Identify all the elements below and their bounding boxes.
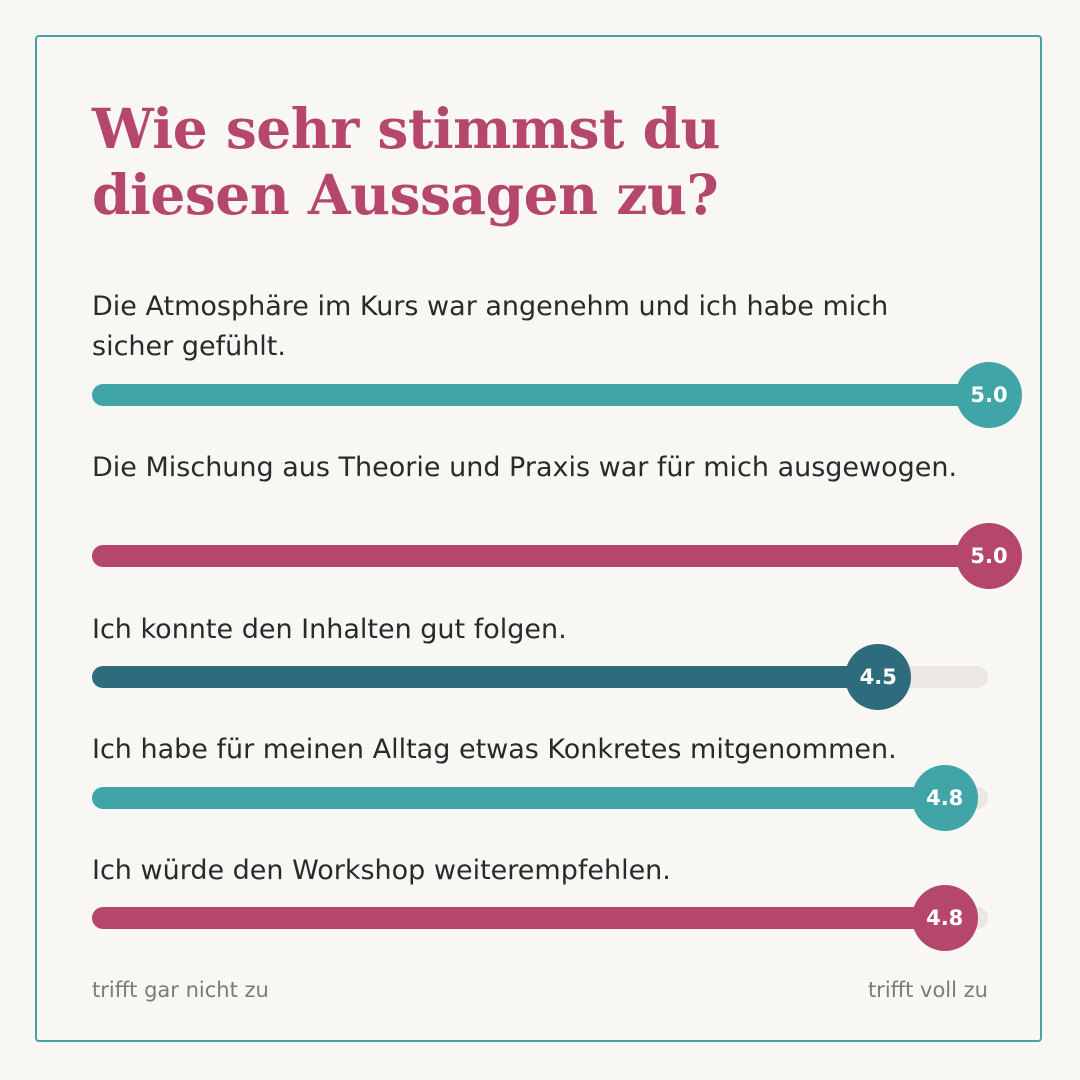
chart-title: Wie sehr stimmst du diesen Aussagen zu? [92, 96, 892, 228]
chart-title-line-2: diesen Aussagen zu? [92, 162, 719, 227]
rating-bar [92, 787, 945, 809]
statement-1: Die Atmosphäre im Kurs war angenehm und … [92, 287, 992, 367]
statement-3: Ich konnte den Inhalten gut folgen. [92, 610, 992, 650]
rating-track: 4.8 [92, 885, 988, 951]
rating-value-badge: 4.5 [845, 644, 912, 710]
rating-bar [92, 545, 988, 567]
rating-value-badge: 4.8 [911, 885, 978, 951]
rating-value-badge: 5.0 [956, 362, 1022, 428]
statement-label: Ich würde den Workshop weiterempfehlen. [92, 855, 671, 886]
statement-label: Die Atmosphäre im Kurs war angenehm und … [92, 291, 889, 362]
statement-5: Ich würde den Workshop weiterempfehlen. [92, 851, 992, 891]
rating-bar [92, 384, 988, 406]
rating-bar [92, 666, 879, 688]
statement-label: Die Mischung aus Theorie und Praxis war … [92, 452, 958, 483]
chart-title-line-1: Wie sehr stimmst du [92, 96, 721, 161]
card-frame [35, 35, 1042, 1042]
rating-track: 4.5 [92, 644, 988, 710]
statement-label: Ich habe für meinen Alltag etwas Konkret… [92, 734, 897, 765]
rating-value-badge: 4.8 [911, 765, 978, 831]
rating-track: 5.0 [92, 523, 1022, 589]
scale-max-label: trifft voll zu [867, 978, 988, 1002]
statement-label: Ich konnte den Inhalten gut folgen. [92, 614, 567, 645]
statement-2: Die Mischung aus Theorie und Praxis war … [92, 448, 992, 488]
rating-track: 5.0 [92, 362, 1022, 428]
rating-value-badge: 5.0 [956, 523, 1022, 589]
scale-min-label: trifft gar nicht zu [92, 978, 269, 1002]
rating-bar [92, 907, 945, 929]
statement-4: Ich habe für meinen Alltag etwas Konkret… [92, 730, 992, 770]
rating-track: 4.8 [92, 765, 988, 831]
